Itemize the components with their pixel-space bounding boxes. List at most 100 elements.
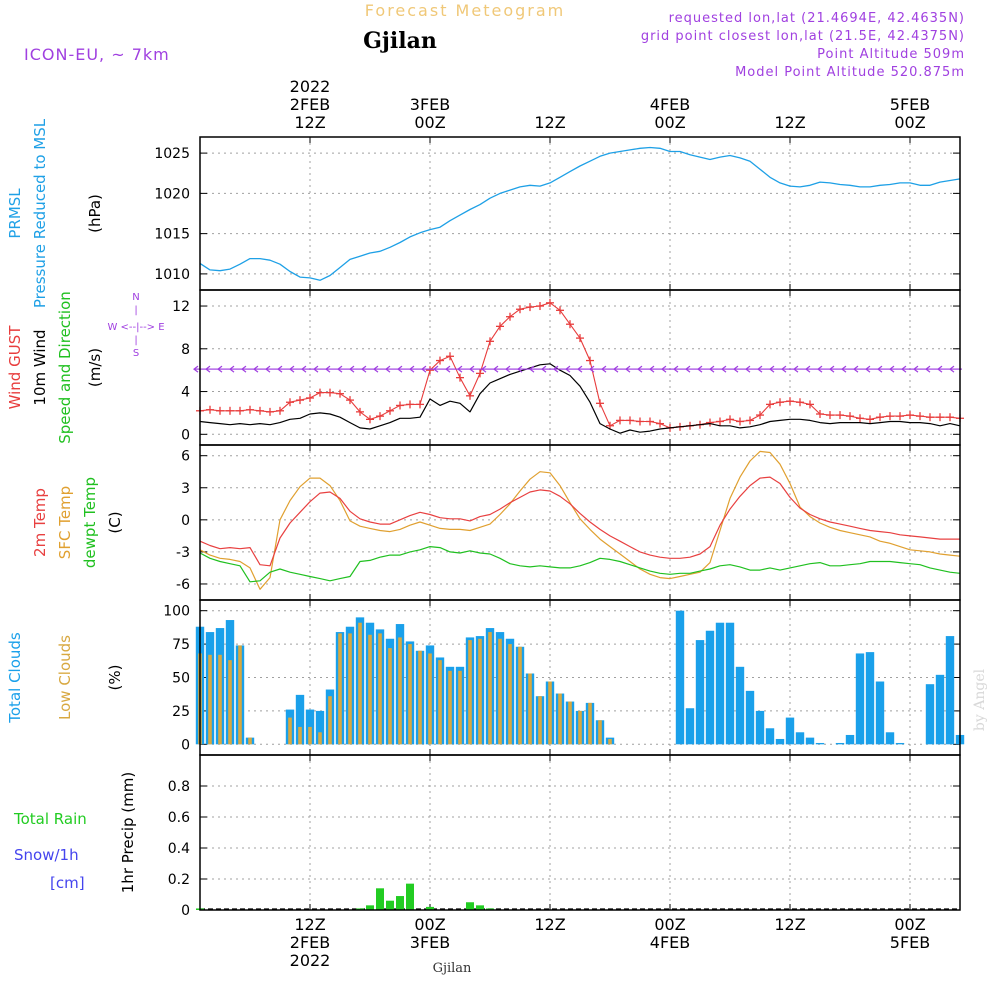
wind-arrow-head — [541, 365, 547, 373]
temperature-axis-label: dewpt Temp — [81, 477, 99, 568]
low-cloud-bar — [408, 644, 412, 745]
y-tick-label: 6 — [181, 449, 190, 465]
wind-arrow-head — [361, 365, 367, 373]
y-tick-label: 0 — [181, 737, 190, 753]
wind-arrow-head — [877, 365, 883, 373]
low-cloud-bar — [528, 673, 532, 745]
wind-arrow-head — [385, 365, 391, 373]
wind-axis-label: Speed and Direction — [56, 291, 74, 444]
total-cloud-bar — [895, 742, 905, 745]
wind-arrow-head — [721, 365, 727, 373]
temperature-panel: -6 -3 0 3 6 2m Temp SFC Temp dewpt Temp (C) — [31, 444, 961, 601]
pressure-line — [199, 146, 961, 281]
top-time-label: 2022 — [290, 77, 331, 96]
clouds-axis-label: (%) — [106, 665, 124, 691]
wind-arrow-head — [277, 365, 283, 373]
low-cloud-bar — [228, 660, 232, 745]
low-cloud-bar — [368, 634, 372, 745]
rain-bar — [366, 905, 374, 910]
wind-line — [199, 363, 961, 434]
point-altitude: Point Altitude 509m — [817, 47, 965, 62]
y-tick-label: 0.6 — [168, 810, 190, 826]
total-cloud-bar — [935, 674, 945, 745]
wind-arrow-head — [505, 365, 511, 373]
total-cloud-bar — [735, 666, 745, 745]
precip-frame — [199, 754, 961, 911]
top-time-label: 12Z — [294, 113, 325, 132]
compass-stem: | — [134, 335, 137, 346]
y-tick-label: 1025 — [154, 146, 190, 162]
rain-bar — [406, 883, 414, 910]
low-cloud-bar — [458, 670, 462, 745]
precip-legend-item: Total Rain — [13, 810, 87, 828]
low-cloud-bar — [598, 720, 602, 745]
top-time-label: 12Z — [534, 113, 565, 132]
y-tick-label: 1020 — [154, 186, 190, 202]
wind-arrow-head — [781, 365, 787, 373]
y-tick-label: -6 — [176, 577, 190, 593]
y-tick-label: 0 — [181, 427, 190, 443]
wind-arrow-head — [445, 365, 451, 373]
y-tick-label: 0.8 — [168, 779, 190, 795]
wind-axis-label: Wind GUST — [6, 325, 24, 410]
total-cloud-bar — [795, 732, 805, 745]
credit-text: by Angel — [972, 668, 988, 731]
y-tick-label: 3 — [181, 481, 190, 497]
wind-arrow-head — [637, 365, 643, 373]
wind-arrow-head — [193, 365, 199, 373]
wind-arrow-head — [205, 365, 211, 373]
wind-arrow-head — [229, 365, 235, 373]
y-tick-label: 0 — [181, 903, 190, 919]
bottom-time-label: 12Z — [294, 915, 325, 934]
low-cloud-bar — [338, 633, 342, 745]
low-cloud-bar — [398, 637, 402, 745]
total-cloud-bar — [675, 610, 685, 745]
compass-north: N — [132, 292, 139, 303]
y-tick-label: 0.4 — [168, 841, 190, 857]
wind-arrow-head — [589, 365, 595, 373]
low-cloud-bar — [358, 622, 362, 745]
clouds-axis-label: Total Clouds — [6, 632, 24, 724]
total-cloud-bar — [725, 622, 735, 745]
compass-south: S — [133, 348, 139, 359]
top-time-label: 3FEB — [410, 95, 450, 114]
pressure-frame — [199, 136, 961, 291]
pressure-panel: 1010 1015 1020 1025 PRMSL Pressure Reduced to… — [6, 118, 961, 308]
wind-arrow-head — [217, 365, 223, 373]
rain-bar — [386, 900, 394, 910]
precip-legend-item: Snow/1h — [14, 846, 79, 864]
y-tick-label: 0 — [181, 513, 190, 529]
wind-arrow-head — [577, 365, 583, 373]
wind-arrow-head — [793, 365, 799, 373]
wind-arrow-head — [937, 365, 943, 373]
total-cloud-bar — [835, 742, 845, 745]
total-cloud-bar — [945, 636, 955, 745]
low-cloud-bar — [298, 726, 302, 745]
wind-arrow-head — [409, 365, 415, 373]
wind-arrow-head — [493, 365, 499, 373]
low-cloud-bar — [208, 654, 212, 745]
wind-arrow-head — [709, 365, 715, 373]
temperature-axis-label: SFC Temp — [56, 486, 74, 559]
total-cloud-bar — [855, 653, 865, 745]
wind-arrow-head — [301, 365, 307, 373]
wind-arrow-head — [685, 365, 691, 373]
total-cloud-bar — [875, 681, 885, 745]
wind-arrow-head — [289, 365, 295, 373]
rain-bar — [426, 906, 434, 910]
low-cloud-bar — [218, 654, 222, 745]
y-tick-label: 25 — [172, 704, 190, 720]
low-cloud-bar — [328, 696, 332, 745]
wind-arrow-head — [349, 365, 355, 373]
wind-arrow-head — [553, 365, 559, 373]
total-cloud-bar — [705, 630, 715, 745]
total-cloud-bar — [695, 640, 705, 745]
bottom-time-label: 2FEB — [290, 933, 330, 952]
wind-arrow-head — [925, 365, 931, 373]
low-cloud-bar — [508, 644, 512, 745]
low-cloud-bar — [588, 702, 592, 745]
low-cloud-bar — [378, 633, 382, 745]
low-cloud-bar — [478, 638, 482, 745]
wind-arrow-head — [817, 365, 823, 373]
